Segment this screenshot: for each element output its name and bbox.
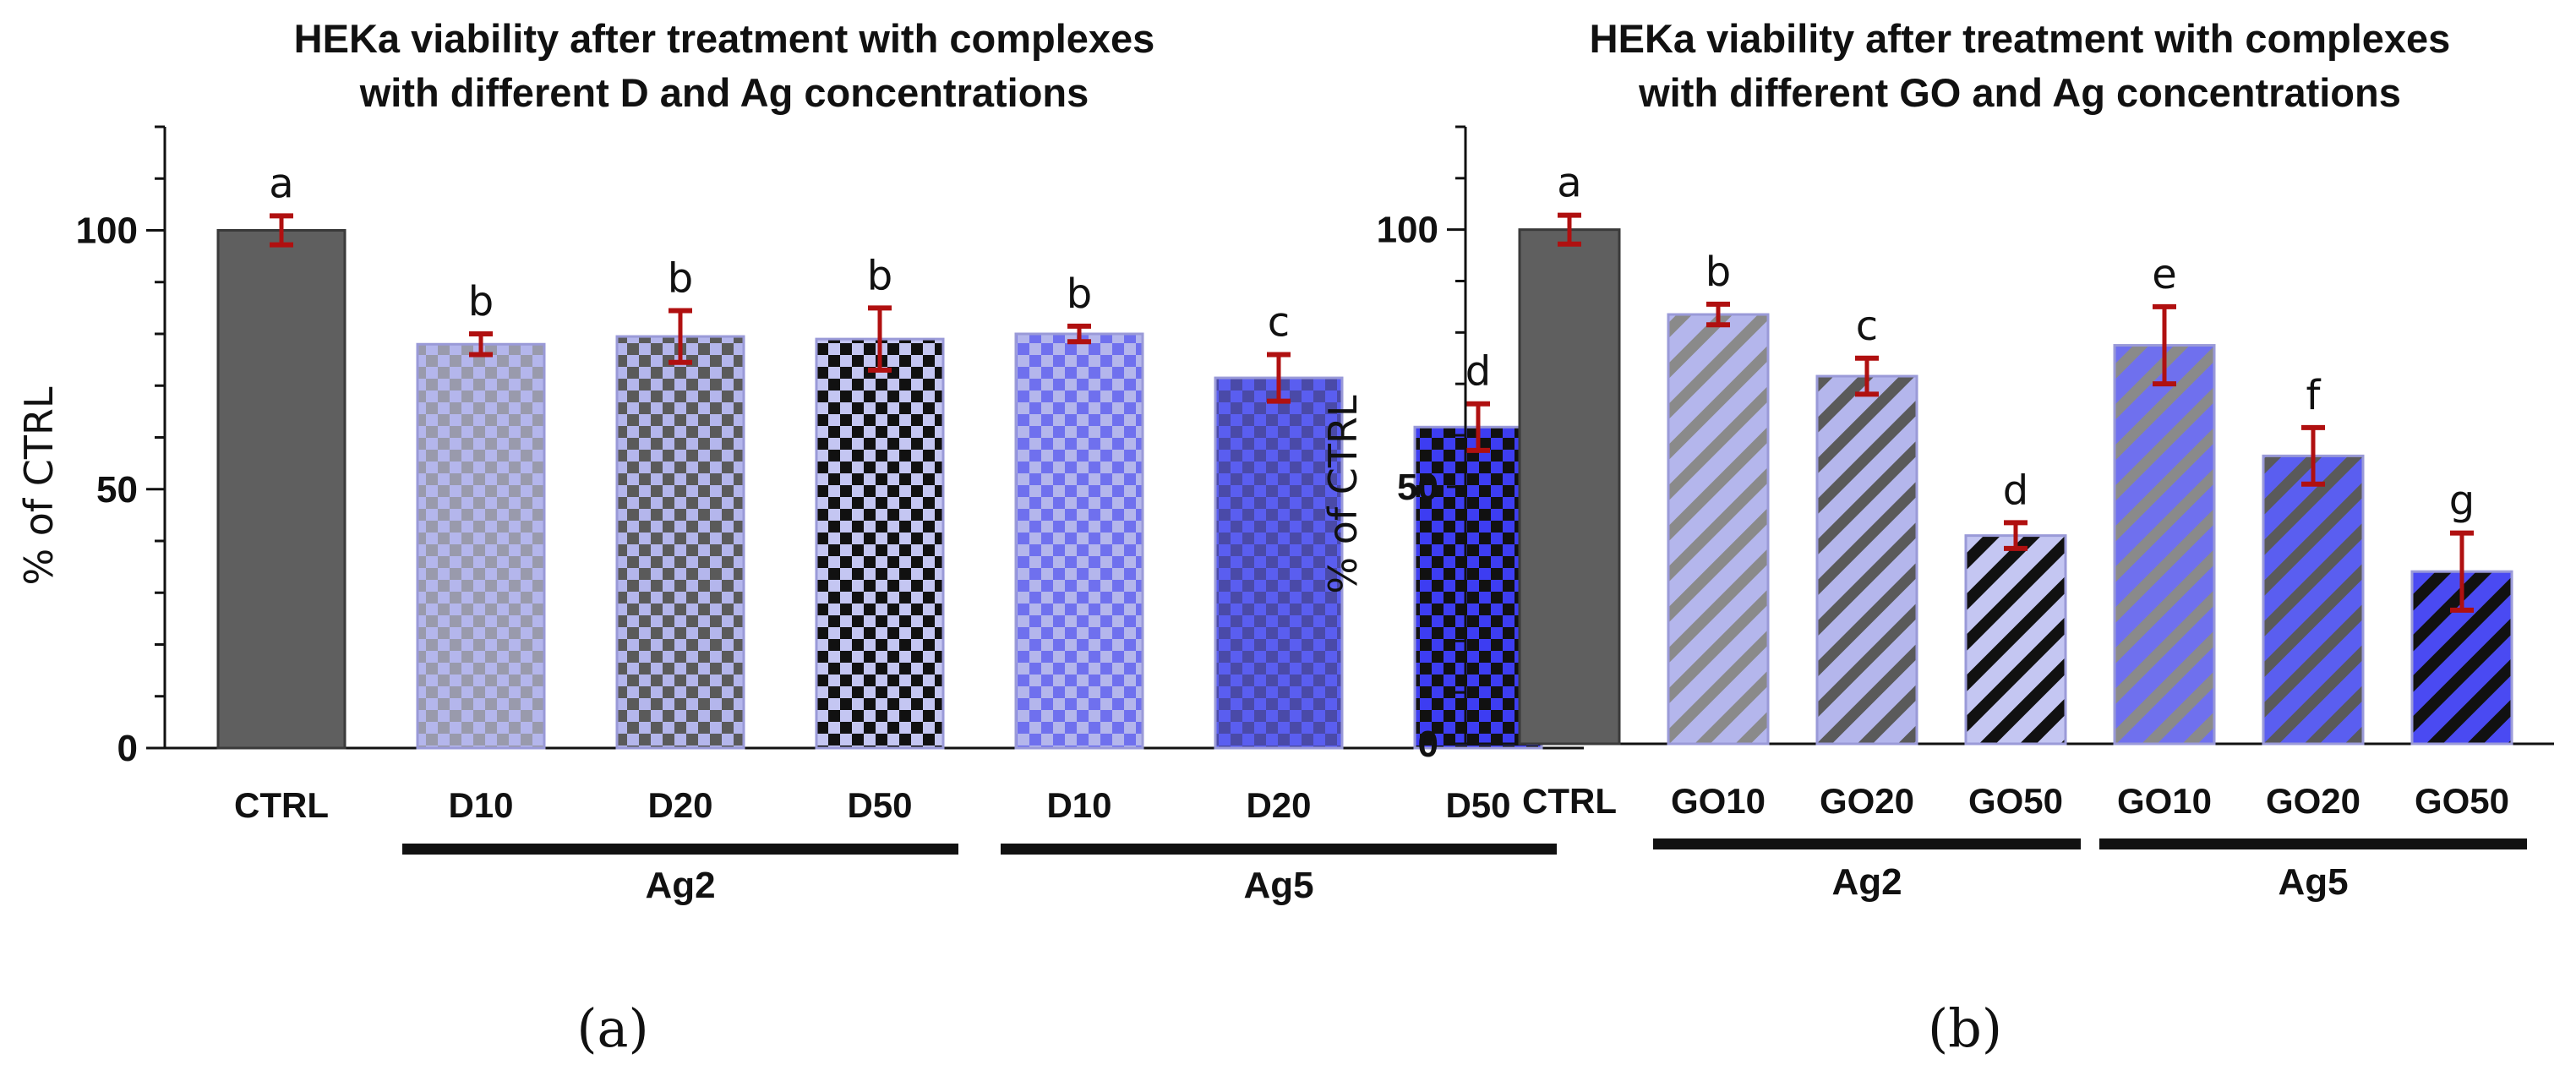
chart-a-category-label-1: CTRL (234, 785, 329, 825)
chart-a-category-label-7: D50 (1445, 785, 1510, 825)
chart-b-group-label-2: Ag5 (2278, 861, 2348, 903)
chart-a-bar-1 (216, 229, 347, 750)
chart-a-category-label-2: D10 (448, 785, 513, 825)
chart-a-category-label-6: D20 (1246, 785, 1311, 825)
chart-b-y-axis-label: % of CTRL (1320, 395, 1366, 593)
chart-b-significance-letter-3: c (1856, 303, 1878, 350)
chart-a-group-bracket-1 (402, 844, 958, 855)
chart-b-significance-letter-4: d (2003, 467, 2028, 514)
chart-b-significance-letter-6: f (2306, 372, 2322, 419)
chart-a-significance-letter-5: b (1067, 270, 1092, 318)
chart-a-significance-letter-2: b (468, 278, 494, 325)
chart-b-y-tick-label: 100 (1377, 210, 1438, 251)
chart-a-bar-5 (1014, 332, 1144, 750)
chart-a: HEKa viability after treatment with comp… (16, 16, 1584, 1059)
chart-a-title: HEKa viability after treatment with comp… (294, 16, 1155, 61)
chart-b-significance-letter-1: a (1557, 160, 1581, 207)
chart-b-category-label-5: GO10 (2117, 781, 2212, 821)
chart-a-bar-4 (815, 337, 945, 750)
chart-b-category-label-1: CTRL (1522, 781, 1617, 821)
chart-a-category-label-3: D20 (647, 785, 712, 825)
chart-a-panel-label: (a) (576, 997, 648, 1059)
chart-a-y-tick-label: 50 (96, 469, 138, 511)
chart-a-y-axis-label: % of CTRL (16, 386, 62, 585)
chart-a-group-label-1: Ag2 (645, 865, 715, 906)
chart-b-bar-2 (1667, 313, 1770, 746)
chart-b-bar-1 (1518, 228, 1621, 746)
chart-b-title: HEKa viability after treatment with comp… (1590, 16, 2451, 61)
chart-a-subtitle: with different D and Ag concentrations (359, 70, 1089, 115)
chart-b-bar-6 (2262, 454, 2365, 746)
chart-a-significance-letter-7: d (1465, 348, 1491, 396)
chart-a-category-label-5: D10 (1046, 785, 1111, 825)
chart-a-y-tick-label: 100 (76, 210, 138, 252)
chart-a-bar-2 (416, 342, 546, 750)
chart-b-significance-letter-5: e (2152, 251, 2177, 298)
chart-a-group-bracket-2 (1001, 844, 1557, 855)
chart-b-group-bracket-2 (2099, 838, 2527, 849)
chart-a-category-label-4: D50 (847, 785, 912, 825)
chart-b-bar-3 (1815, 374, 1918, 746)
chart-b-category-label-4: GO50 (1968, 781, 2063, 821)
chart-b-group-bracket-1 (1653, 838, 2081, 849)
chart-a-bar-3 (615, 335, 745, 750)
chart-b: HEKa viability after treatment with comp… (1320, 16, 2554, 1059)
chart-b-category-label-2: GO10 (1671, 781, 1766, 821)
chart-b-y-tick-label: 0 (1418, 724, 1438, 765)
chart-a-y-tick-label: 0 (117, 728, 138, 769)
chart-b-significance-letter-7: g (2449, 478, 2475, 525)
chart-b-bar-5 (2113, 344, 2216, 746)
chart-b-panel-label: (b) (1928, 997, 2002, 1059)
chart-a-significance-letter-1: a (269, 160, 293, 207)
chart-b-group-label-1: Ag2 (1831, 861, 1902, 903)
chart-a-significance-letter-3: b (668, 254, 693, 302)
chart-a-significance-letter-6: c (1268, 299, 1290, 347)
chart-a-group-label-2: Ag5 (1243, 865, 1313, 906)
chart-b-category-label-7: GO50 (2415, 781, 2509, 821)
chart-a-bar-6 (1214, 376, 1344, 750)
chart-b-significance-letter-2: b (1706, 249, 1731, 296)
chart-b-bar-4 (1964, 534, 2067, 746)
chart-b-y-tick-label: 50 (1397, 467, 1438, 508)
chart-b-category-label-3: GO20 (1820, 781, 1914, 821)
chart-b-category-label-6: GO20 (2266, 781, 2360, 821)
chart-a-significance-letter-4: b (867, 252, 892, 299)
chart-b-subtitle: with different GO and Ag concentrations (1638, 70, 2401, 115)
